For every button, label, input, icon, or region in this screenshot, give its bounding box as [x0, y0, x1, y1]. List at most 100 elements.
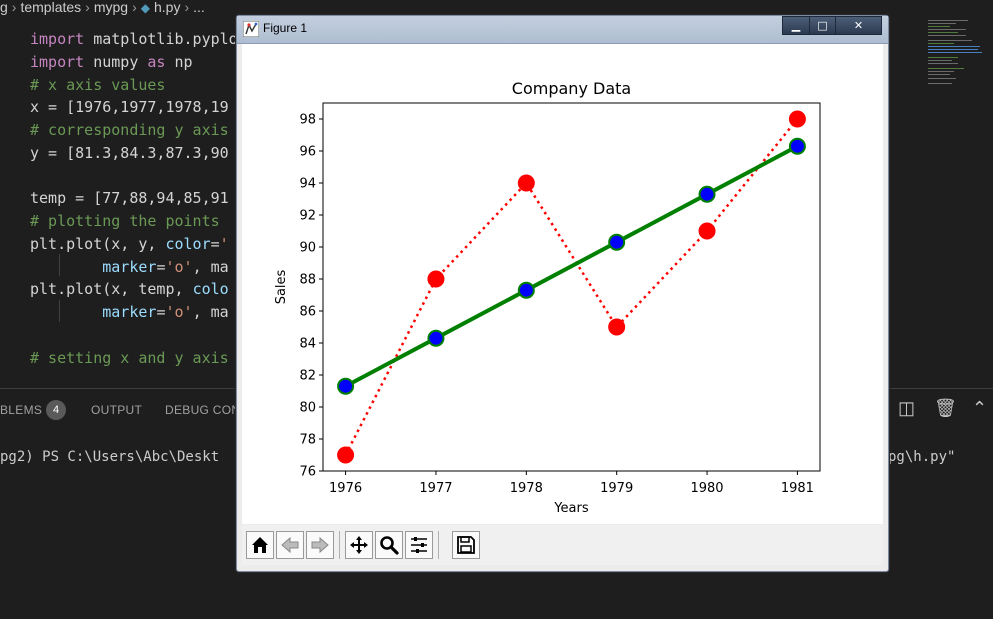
- y-tick-label: 84: [299, 337, 316, 352]
- code-token: , ma: [192, 303, 229, 321]
- code-token: y = [81.3,84.3,87.3,90: [30, 143, 229, 162]
- code-token: # plotting the points: [30, 212, 220, 230]
- toolbar-separator: [339, 531, 340, 559]
- toolbar-separator: [438, 531, 439, 559]
- code-token: [30, 258, 102, 276]
- minimize-icon: ▁: [791, 19, 801, 32]
- breadcrumb-item[interactable]: g: [0, 0, 8, 15]
- breadcrumb-item[interactable]: ...: [193, 0, 205, 15]
- data-point: [337, 377, 355, 395]
- breadcrumb-item[interactable]: h.py: [153, 0, 181, 15]
- code-line: import matplotlib.pyplo: [30, 28, 238, 50]
- split-terminal-icon[interactable]: ◫: [898, 398, 916, 418]
- code-token: =: [210, 234, 220, 253]
- tab-problems[interactable]: BLEMS: [0, 403, 43, 417]
- code-token: marker: [102, 257, 157, 276]
- code-token: ': [219, 234, 229, 253]
- x-tick-label: 1977: [419, 481, 452, 496]
- code-token: , ma: [192, 257, 229, 276]
- code-token: matplotlib.pyplo: [84, 30, 238, 48]
- minimize-button[interactable]: ▁: [782, 16, 810, 35]
- code-token: # corresponding y axis: [30, 121, 229, 139]
- window-titlebar[interactable]: Figure 1 ▁ □ ✕: [237, 16, 888, 44]
- code-token: colo: [192, 280, 229, 299]
- data-point: [788, 110, 806, 128]
- configure-subplots-button[interactable]: [405, 531, 433, 559]
- window-title: Figure 1: [263, 21, 308, 35]
- code-line: # corresponding y axis: [30, 119, 229, 141]
- series-line: [344, 144, 799, 388]
- save-icon: [457, 536, 475, 554]
- y-tick-label: 88: [299, 273, 316, 288]
- code-token: import: [30, 30, 85, 48]
- code-token: as: [147, 52, 166, 71]
- y-tick-label: 78: [299, 433, 316, 448]
- y-tick-label: 92: [299, 209, 316, 224]
- series-line: [344, 118, 799, 456]
- pan-icon: [350, 536, 368, 554]
- close-button[interactable]: ✕: [835, 16, 882, 35]
- y-tick-label: 80: [299, 401, 316, 416]
- data-point: [337, 446, 355, 464]
- chevron-right-icon: ›: [132, 0, 137, 15]
- navigation-toolbar: [242, 525, 883, 565]
- terminal-prompt[interactable]: pg2) PS C:\Users\Abc\Deskt: [0, 449, 220, 465]
- code-token: =: [156, 257, 166, 276]
- code-line: # x axis values: [30, 74, 165, 96]
- code-line: plt.plot(x, temp, colo: [30, 278, 229, 300]
- chevron-right-icon: ›: [184, 0, 190, 15]
- maximize-button[interactable]: □: [809, 16, 836, 35]
- y-tick-label: 96: [299, 145, 316, 160]
- code-line: import numpy as np: [30, 51, 193, 73]
- matplotlib-app-icon: [243, 21, 259, 37]
- terminal-output: pg\h.py": [888, 449, 956, 465]
- figure-window[interactable]: Figure 1 ▁ □ ✕ Company Data Years Sales 76 7…: [236, 15, 889, 572]
- indent-guide: [59, 300, 60, 322]
- data-point: [608, 233, 626, 251]
- breadcrumb: g › templates › mypg › ◆ h.py ›...: [0, 0, 993, 18]
- indent-guide: [59, 254, 60, 276]
- code-token: temp = [77,88,94,85,91: [30, 189, 229, 208]
- back-button[interactable]: [276, 531, 304, 559]
- code-token: import: [30, 52, 85, 71]
- pan-button[interactable]: [345, 531, 373, 559]
- code-token: plt.plot(x, y,: [30, 234, 166, 253]
- x-tick-label: 1980: [690, 481, 723, 496]
- tab-debug-console[interactable]: DEBUG CON: [165, 403, 241, 417]
- home-icon: [252, 537, 268, 553]
- y-axis-label: Sales: [274, 269, 289, 304]
- code-token: np: [165, 52, 193, 71]
- tab-output[interactable]: OUTPUT: [91, 403, 143, 417]
- minimap[interactable]: [928, 18, 988, 98]
- breadcrumb-item[interactable]: templates: [20, 0, 82, 15]
- home-button[interactable]: [246, 531, 274, 559]
- save-button[interactable]: [452, 531, 480, 559]
- code-line: temp = [77,88,94,85,91: [30, 187, 229, 209]
- chevron-right-icon: ›: [85, 0, 90, 15]
- problems-count-badge: 4: [46, 400, 66, 420]
- x-tick-label: 1976: [329, 481, 362, 496]
- trash-icon[interactable]: 🗑: [934, 398, 957, 418]
- x-axis-label: Years: [553, 501, 589, 516]
- data-point: [608, 318, 626, 336]
- code-line: y = [81.3,84.3,87.3,90: [30, 142, 229, 164]
- zoom-button[interactable]: [375, 531, 403, 559]
- y-tick-label: 86: [299, 305, 316, 320]
- forward-button[interactable]: [306, 531, 334, 559]
- code-token: =: [156, 303, 166, 321]
- code-line: x = [1976,1977,1978,19: [30, 96, 229, 118]
- code-token: x = [1976,1977,1978,19: [30, 98, 229, 117]
- code-token: # x axis values: [30, 75, 166, 94]
- y-tick-label: 76: [299, 465, 316, 480]
- chevron-right-icon: ›: [11, 0, 17, 15]
- configure-subplots-icon: [411, 537, 427, 553]
- forward-arrow-icon: [311, 536, 329, 554]
- line-chart: Company Data Years Sales 76 78 80 82 84 86 88 90 92…: [274, 79, 821, 516]
- data-point: [788, 137, 806, 155]
- figure-canvas[interactable]: Company Data Years Sales 76 78 80 82 84 86 88 90 92…: [242, 44, 883, 524]
- breadcrumb-item[interactable]: mypg: [93, 0, 129, 15]
- chevron-up-icon[interactable]: ⌃: [972, 398, 988, 418]
- code-line: # plotting the points: [30, 210, 220, 232]
- maximize-icon: □: [817, 19, 828, 32]
- data-point: [517, 281, 535, 299]
